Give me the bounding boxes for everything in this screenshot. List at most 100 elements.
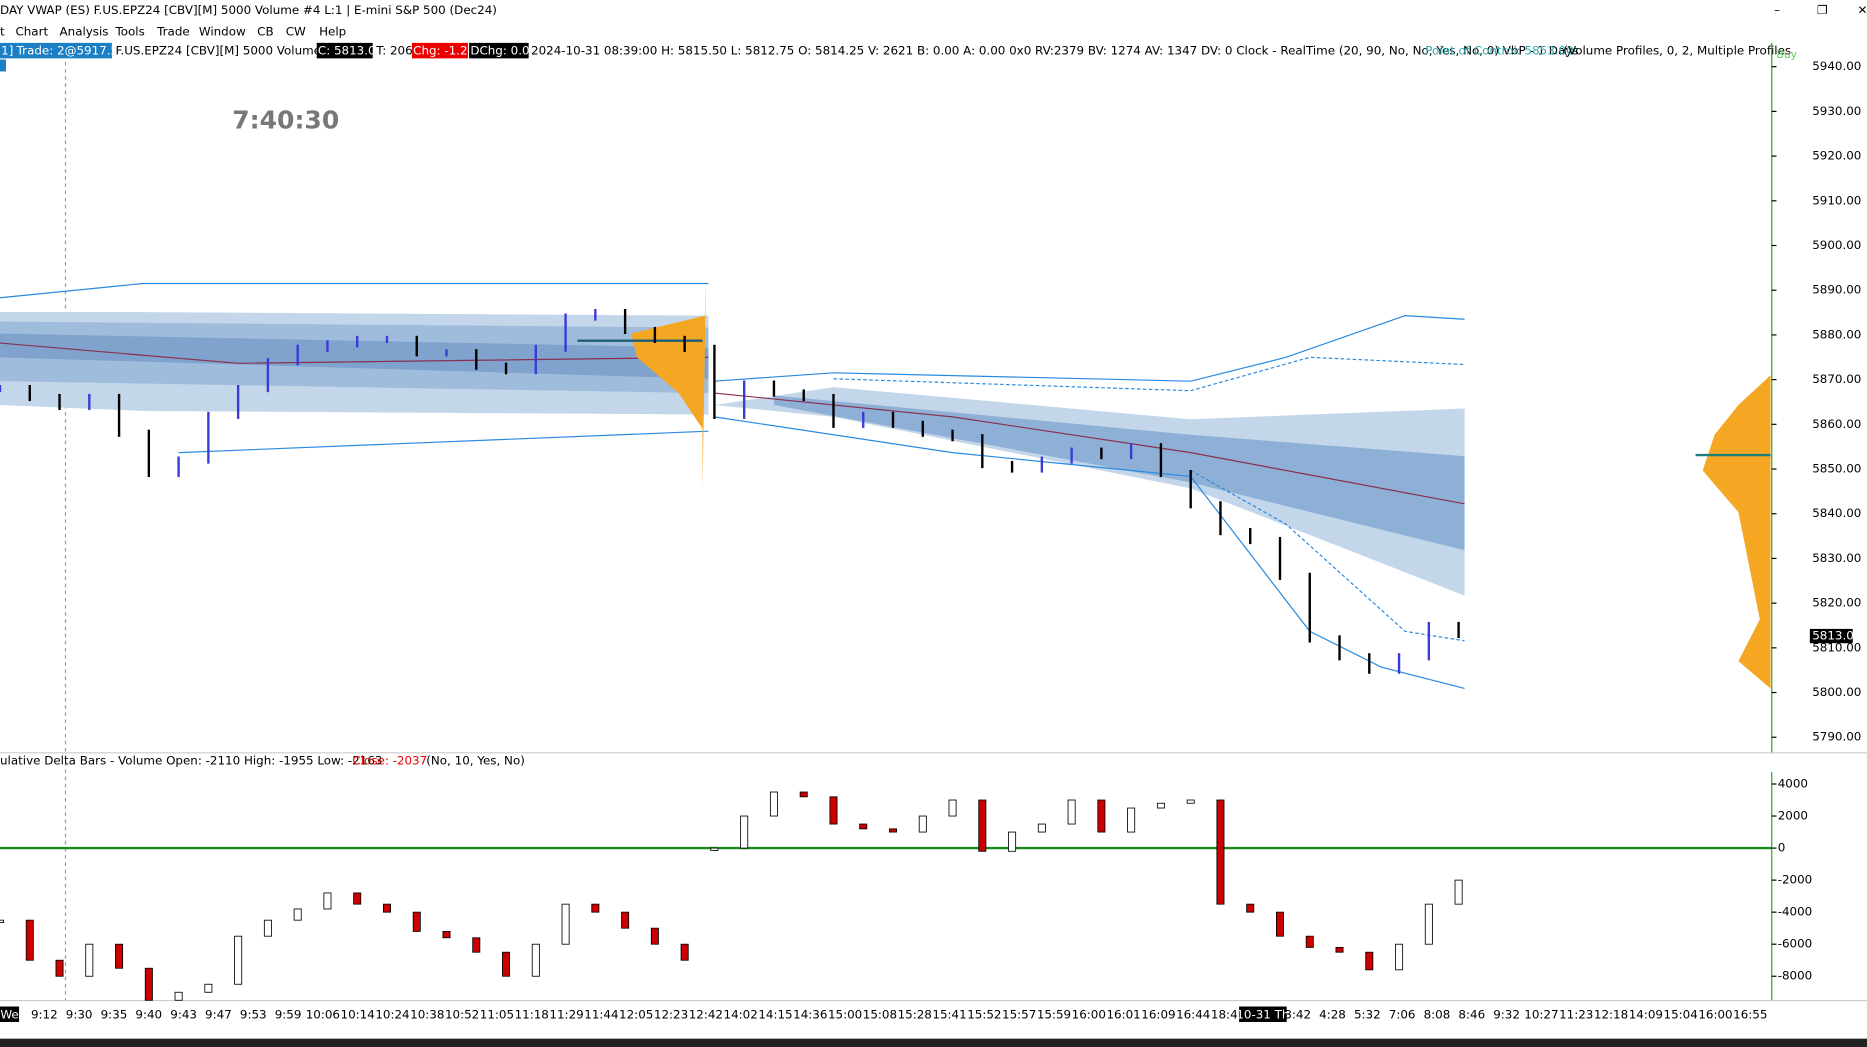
bar-details: 2024-10-31 08:39:00 H: 5815.50 L: 5812.7… [531, 44, 1578, 58]
delta-close: Close: -2037 [352, 754, 427, 768]
time-label: 8:46 [1458, 1007, 1485, 1021]
menu-item[interactable]: t [0, 25, 5, 39]
tab[interactable]: 1] [1, 44, 13, 58]
y-tick-label: -8000 [1778, 969, 1813, 983]
time-label: 15:41 [932, 1007, 966, 1021]
y-tick-label: 5810.00 [1812, 640, 1861, 654]
time-label: 14:15 [758, 1007, 792, 1021]
y-tick-label: 5890.00 [1812, 283, 1861, 297]
ticks: T: 2063 [375, 44, 420, 58]
y-tick-label: 0 [1778, 841, 1786, 855]
y-tick-label: 5860.00 [1812, 417, 1861, 431]
band-line [178, 430, 709, 454]
delta-candle [1246, 903, 1255, 913]
delta-candle [263, 919, 272, 937]
band-line [714, 416, 1465, 690]
y-tick-label: 5900.00 [1812, 238, 1861, 252]
time-label: 15:52 [967, 1007, 1001, 1021]
y-tick-label: 2000 [1778, 809, 1808, 823]
delta-candle [323, 892, 332, 910]
menu-item[interactable]: Help [319, 25, 346, 39]
close[interactable]: ✕ [1857, 3, 1867, 17]
time-label: 16:55 [1733, 1007, 1767, 1021]
tab-marker [0, 59, 6, 72]
time-label: 9:47 [205, 1007, 232, 1021]
delta-candle [680, 943, 689, 961]
delta-candle [115, 943, 124, 969]
y-tick-label: 5800.00 [1812, 685, 1861, 699]
time-label: We [0, 1007, 18, 1021]
time-label: 7:06 [1389, 1007, 1416, 1021]
band-line [1190, 469, 1465, 642]
time-label: 16:44 [1176, 1007, 1210, 1021]
menu-item[interactable]: Analysis [60, 25, 109, 39]
delta-candle [978, 799, 987, 852]
delta-candle [829, 796, 838, 825]
time-label-bg [0, 1006, 20, 1022]
delta-candle [1127, 807, 1136, 833]
time-label: 10:38 [410, 1007, 444, 1021]
delta-candle [1008, 831, 1017, 852]
time-label: 15:04 [1664, 1007, 1698, 1021]
close-price: C: 5813.00 [318, 44, 383, 58]
menu-item[interactable]: CB [257, 25, 273, 39]
time-label: 11:29 [549, 1007, 583, 1021]
delta-candle [650, 927, 659, 945]
delta-candle [0, 919, 4, 923]
time-label: 10:52 [445, 1007, 479, 1021]
delta-candle [204, 983, 213, 993]
time-label: 10:06 [306, 1007, 340, 1021]
time-label: 11:05 [480, 1007, 514, 1021]
delta-candle [591, 903, 600, 913]
delta-params: (No, 10, Yes, No) [426, 754, 525, 768]
menu-bar: t Chart Analysis Tools Trade Window CB CW Help [0, 25, 346, 39]
time-label: 9:59 [275, 1007, 302, 1021]
delta-candle [948, 799, 957, 817]
time-label: 18:42 [1211, 1007, 1245, 1021]
time-label: 16:00 [1698, 1007, 1732, 1021]
menu-item[interactable]: Chart [15, 25, 48, 39]
menu-item[interactable]: CW [286, 25, 306, 39]
y-tick-label: 5790.00 [1812, 730, 1861, 744]
y-tick-label: 5930.00 [1812, 104, 1861, 118]
time-label: 15:57 [1002, 1007, 1036, 1021]
chart-marks: 5790.00 5800.00 5810.00 5820.00 5830.00 5840.… [0, 59, 1861, 1022]
time-label: 14:36 [793, 1007, 827, 1021]
vwap-band-inner [0, 333, 709, 379]
delta-candle [1454, 879, 1463, 905]
y-tick-label: -4000 [1778, 905, 1813, 919]
y-tick-label: 5920.00 [1812, 149, 1861, 163]
daily-change: DChg: 0.00 [470, 44, 537, 58]
y-tick-label: 5840.00 [1812, 506, 1861, 520]
delta-candle [1365, 951, 1374, 971]
delta-candle [918, 815, 927, 833]
delta-candle [561, 903, 570, 945]
y-tick-label: 5940.00 [1812, 59, 1861, 73]
vwap-line [0, 342, 709, 364]
delta-candle [799, 791, 808, 798]
delta-candle [1276, 911, 1284, 937]
delta-candle [25, 919, 34, 961]
delta-candle [353, 892, 362, 905]
window-title: DAY VWAP (ES) F.US.EPZ24 [CBV][M] 5000 V… [0, 3, 497, 17]
delta-candle [1424, 903, 1433, 945]
delta-candle [144, 967, 153, 1001]
time-label: 15:59 [1037, 1007, 1071, 1021]
chg-bg [411, 42, 468, 59]
menu-item[interactable]: Window [199, 25, 246, 39]
minimize[interactable]: – [1774, 3, 1780, 17]
delta-candle [1395, 943, 1404, 971]
taskbar [0, 1038, 1867, 1047]
menu-item[interactable]: Tools [114, 25, 144, 39]
buy[interactable]: Buy [1777, 48, 1798, 61]
delta-candle [55, 959, 64, 977]
menu-item[interactable]: Trade [156, 25, 190, 39]
symbol: F.US.EPZ24 [CBV][M] 5000 Volume #4 [115, 44, 342, 58]
delta-candle [234, 935, 243, 985]
y-tick-label: 5880.00 [1812, 327, 1861, 341]
restore[interactable]: ❐ [1817, 3, 1828, 17]
delta-candle [859, 823, 868, 830]
trade: Trade: 2@5917.50 [16, 44, 126, 58]
